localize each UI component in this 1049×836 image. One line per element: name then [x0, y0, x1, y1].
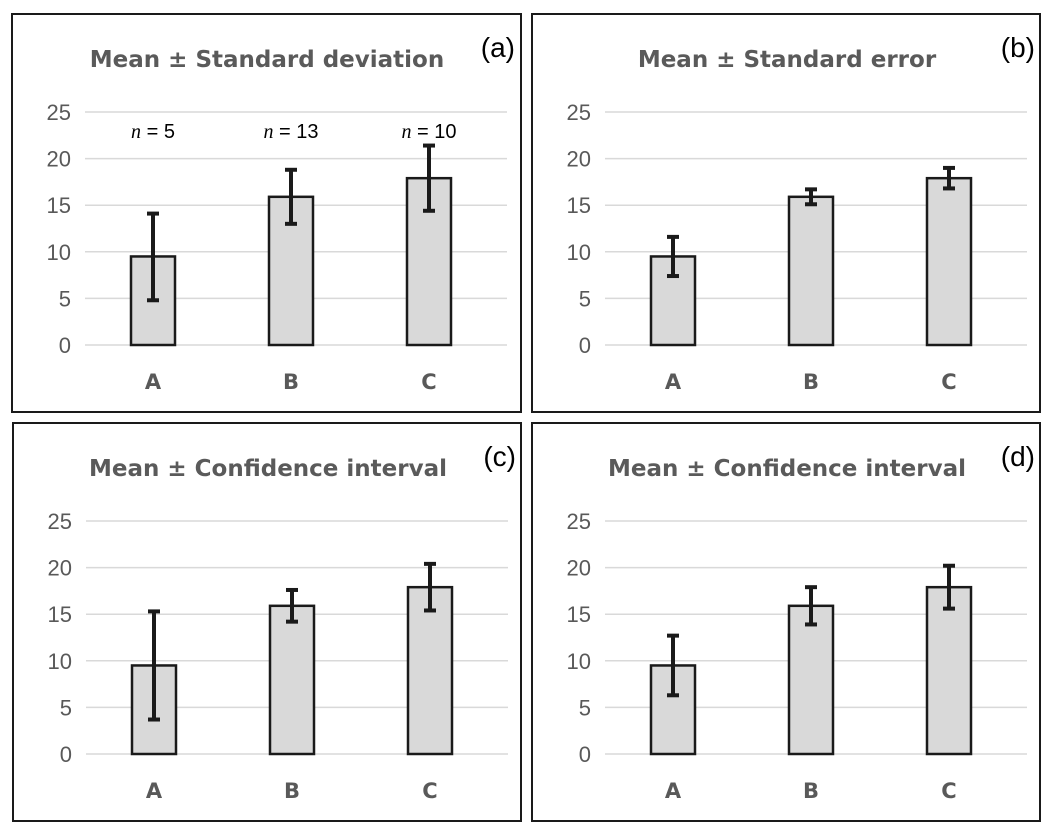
panel-label: (a) — [481, 32, 515, 63]
y-tick-label: 10 — [48, 649, 72, 674]
y-tick-label: 25 — [48, 509, 72, 534]
x-tick-label: B — [284, 779, 300, 803]
x-tick-label: A — [665, 779, 682, 803]
y-tick-label: 20 — [567, 147, 591, 172]
chart-title: Mean ± Confidence interval — [89, 456, 447, 482]
y-tick-label: 25 — [567, 509, 591, 534]
x-tick-label: C — [941, 370, 956, 394]
chart-title: Mean ± Standard deviation — [90, 47, 444, 73]
y-tick-label: 20 — [48, 556, 72, 581]
y-tick-label: 5 — [579, 286, 591, 311]
y-tick-label: 20 — [567, 556, 591, 581]
error-bar-b — [805, 585, 817, 627]
chart-svg: Mean ± Standard deviation (a) 0 5 10 15 20 25 An… — [47, 32, 515, 394]
x-tick-label: C — [941, 779, 956, 803]
x-tick-label: B — [803, 779, 819, 803]
panel-label: (d) — [1001, 441, 1035, 472]
chart-svg: Mean ± Confidence interval (c) 0 5 10 15 20 25 A… — [48, 441, 516, 803]
sample-size-value: = 13 — [273, 121, 318, 143]
x-tick-label: A — [146, 779, 163, 803]
chart-title: Mean ± Standard error — [638, 47, 937, 73]
sample-size-value: = 5 — [141, 121, 175, 143]
error-bar-c — [943, 165, 955, 191]
sample-size-value: = 10 — [411, 121, 456, 143]
bar-b — [268, 604, 316, 756]
x-tick-label: A — [145, 370, 162, 394]
x-tick-label: C — [422, 779, 437, 803]
y-tick-label: 0 — [59, 333, 71, 358]
y-tick-label: 0 — [60, 742, 72, 767]
y-tick-label: 25 — [47, 100, 71, 125]
y-tick-label: 20 — [47, 147, 71, 172]
bar-c — [406, 585, 454, 756]
x-tick-label: C — [421, 370, 436, 394]
panel-label: (c) — [483, 441, 516, 472]
sample-size-symbol: n — [131, 121, 141, 143]
y-tick-label: 25 — [567, 100, 591, 125]
sample-size-symbol: n — [401, 121, 411, 143]
sample-size-symbol: n — [263, 121, 273, 143]
y-tick-label: 5 — [579, 695, 591, 720]
error-bar-b — [805, 187, 817, 207]
x-tick-label: A — [665, 370, 682, 394]
error-bar-a — [667, 633, 679, 698]
error-bar-b — [286, 587, 298, 624]
panel-label: (b) — [1001, 32, 1035, 63]
chart-panel-b: Mean ± Standard error (b) 0 5 10 15 20 25 A B C — [531, 13, 1041, 413]
error-bar-c — [943, 563, 955, 611]
y-tick-label: 10 — [47, 240, 71, 265]
error-bar-b — [285, 167, 297, 226]
error-bar-c — [424, 561, 436, 613]
chart-svg: Mean ± Confidence interval (d) 0 5 10 15 20 25 A… — [567, 441, 1035, 803]
error-bar-c — [423, 143, 435, 213]
sample-size-annotation: n = 5 — [131, 121, 175, 143]
y-tick-label: 10 — [567, 649, 591, 674]
y-tick-label: 0 — [579, 742, 591, 767]
y-tick-label: 15 — [567, 193, 591, 218]
y-tick-label: 0 — [579, 333, 591, 358]
y-tick-label: 5 — [60, 695, 72, 720]
error-bar-a — [147, 211, 159, 303]
y-tick-label: 15 — [48, 602, 72, 627]
sample-size-annotation: n = 13 — [263, 121, 318, 143]
chart-panel-c: Mean ± Confidence interval (c) 0 5 10 15 20 25 A… — [12, 422, 522, 822]
y-tick-label: 15 — [47, 193, 71, 218]
y-tick-label: 15 — [567, 602, 591, 627]
error-bar-a — [667, 234, 679, 279]
y-tick-label: 10 — [567, 240, 591, 265]
sample-size-annotation: n = 10 — [401, 121, 456, 143]
bar-c — [925, 585, 973, 756]
bar-b — [787, 604, 835, 756]
bar-c — [925, 176, 973, 347]
y-tick-label: 5 — [59, 286, 71, 311]
x-tick-label: B — [803, 370, 819, 394]
error-bar-a — [148, 609, 160, 722]
chart-panel-d: Mean ± Confidence interval (d) 0 5 10 15 20 25 A… — [531, 422, 1041, 822]
x-tick-label: B — [283, 370, 299, 394]
chart-title: Mean ± Confidence interval — [608, 456, 966, 482]
chart-svg: Mean ± Standard error (b) 0 5 10 15 20 25 A B C — [567, 32, 1035, 394]
bar-b — [787, 195, 835, 347]
